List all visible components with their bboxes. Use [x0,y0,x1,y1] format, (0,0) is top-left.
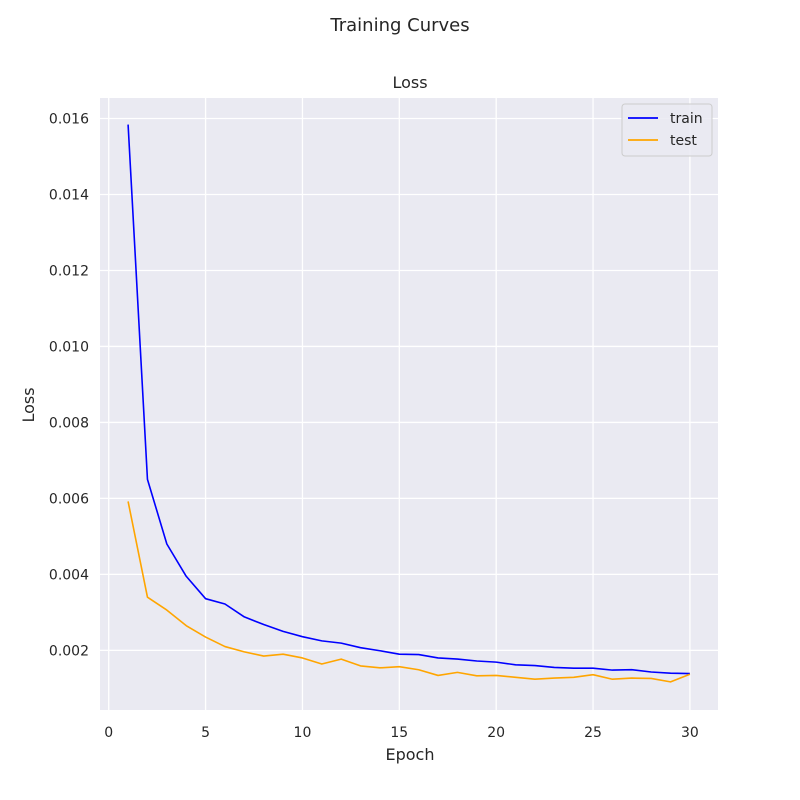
series-layer [127,124,691,683]
x-tick-label: 10 [294,725,312,741]
y-tick-label: 0.016 [49,112,89,128]
x-tick-label: 0 [104,725,113,741]
legend-box [621,103,713,157]
chart-title: Loss [392,73,427,92]
legend-label-test: test [670,133,697,149]
grid [100,98,718,710]
x-tick-label: 15 [390,725,408,741]
y-tick-label: 0.006 [49,491,89,507]
y-tick-label: 0.014 [49,187,89,203]
y-tick-label: 0.008 [49,415,89,431]
y-tick-label: 0.010 [49,339,89,355]
plot-area [100,98,718,710]
x-tick-label: 25 [584,725,602,741]
y-tick-label: 0.012 [49,263,89,279]
x-axis-label: Epoch [386,745,435,764]
y-axis-label: Loss [19,387,38,422]
y-tick-label: 0.004 [49,567,89,583]
figure-suptitle: Training Curves [329,15,469,36]
x-tick-label: 30 [681,725,699,741]
x-tick-label: 5 [201,725,210,741]
legend-label-train: train [670,111,703,127]
legend: train test [621,103,713,157]
y-tick-label: 0.002 [49,643,89,659]
tick-labels: 0 5 10 15 20 25 30 0.002 0.004 0.006 0.008 0.010 0.0… [49,112,699,741]
series-line-train [127,124,690,675]
x-tick-label: 20 [487,725,505,741]
series-line-test [127,501,691,683]
